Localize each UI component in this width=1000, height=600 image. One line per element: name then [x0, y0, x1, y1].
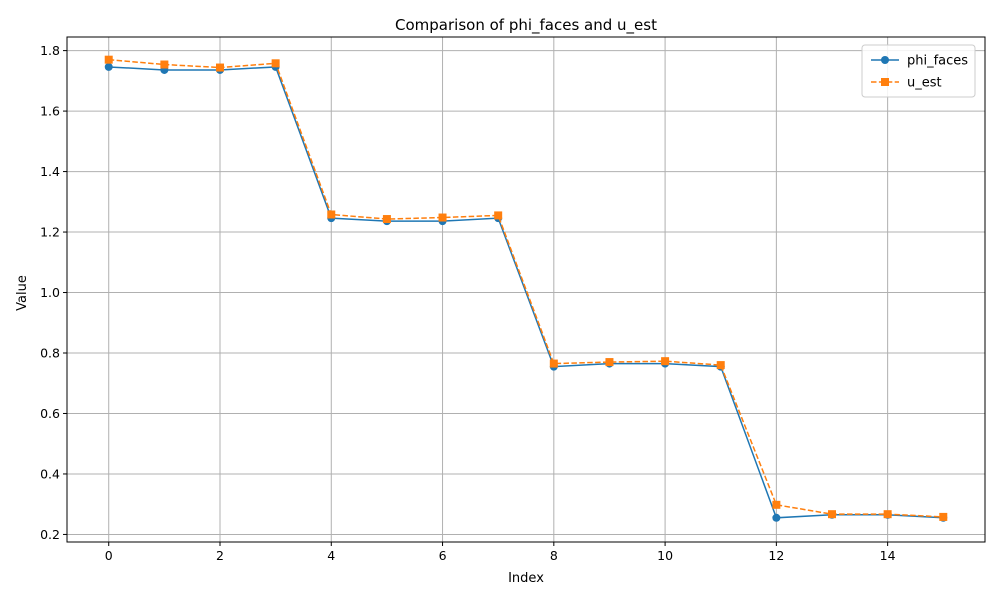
data-point-u_est — [939, 512, 948, 521]
series-layer — [104, 55, 948, 522]
legend-entry-phi_faces: phi_faces — [871, 54, 968, 69]
data-point-u_est — [160, 60, 169, 69]
data-point-u_est — [605, 358, 614, 367]
data-point-u_est — [716, 361, 725, 370]
data-point-u_est — [216, 63, 224, 72]
data-point-u_est — [382, 215, 391, 224]
legend-box — [861, 44, 976, 98]
data-point-u_est — [883, 510, 892, 519]
data-point-u_est — [549, 359, 558, 368]
data-point-u_est — [438, 213, 447, 222]
y-tick-label: 0.4 — [40, 466, 60, 481]
data-point-u_est — [104, 55, 113, 64]
legend: phi_faces u_est — [861, 44, 976, 98]
x-axis-label: Index — [508, 571, 544, 586]
data-point-u_est — [772, 500, 781, 509]
y-axis-label: Value — [15, 275, 30, 311]
data-point-phi_faces — [772, 513, 781, 522]
data-point-phi_faces — [104, 62, 113, 71]
x-tick-label: 10 — [657, 548, 673, 563]
data-point-u_est — [494, 211, 503, 220]
data-point-u_est — [271, 59, 280, 68]
y-axis: 0.2 0.4 0.6 0.8 1.0 1.2 1.4 1.6 1.8 — [40, 43, 67, 542]
x-tick-label: 4 — [327, 548, 335, 563]
series-line-u_est — [108, 58, 944, 518]
chart-title: Comparison of phi_faces and u_est — [395, 16, 657, 35]
legend-entry-u_est: u_est — [871, 76, 942, 91]
x-tick-label: 6 — [439, 548, 447, 563]
y-tick-label: 1.0 — [40, 285, 60, 300]
series-u_est — [104, 55, 948, 521]
x-tick-label: 0 — [105, 548, 113, 563]
data-point-u_est — [661, 357, 670, 366]
y-tick-label: 1.4 — [40, 164, 60, 179]
y-tick-label: 0.8 — [40, 346, 60, 361]
x-axis: 0 2 4 6 8 10 12 14 — [105, 542, 896, 563]
y-tick-label: 1.8 — [40, 43, 60, 58]
x-tick-label: 12 — [768, 548, 784, 563]
data-point-u_est — [828, 510, 836, 519]
plot-frame — [66, 36, 986, 543]
legend-swatch-marker — [881, 56, 889, 64]
y-tick-label: 0.2 — [40, 527, 60, 542]
y-tick-label: 1.6 — [40, 104, 60, 119]
x-tick-label: 8 — [550, 548, 558, 563]
legend-swatch-marker — [881, 78, 889, 86]
x-tick-label: 14 — [880, 548, 896, 563]
legend-label: u_est — [907, 76, 942, 91]
y-tick-label: 1.2 — [40, 225, 60, 240]
legend-label: phi_faces — [907, 54, 968, 69]
data-point-u_est — [327, 210, 336, 219]
x-tick-label: 2 — [216, 548, 224, 563]
y-tick-label: 0.6 — [40, 406, 60, 421]
series-line-phi_faces — [108, 66, 944, 519]
